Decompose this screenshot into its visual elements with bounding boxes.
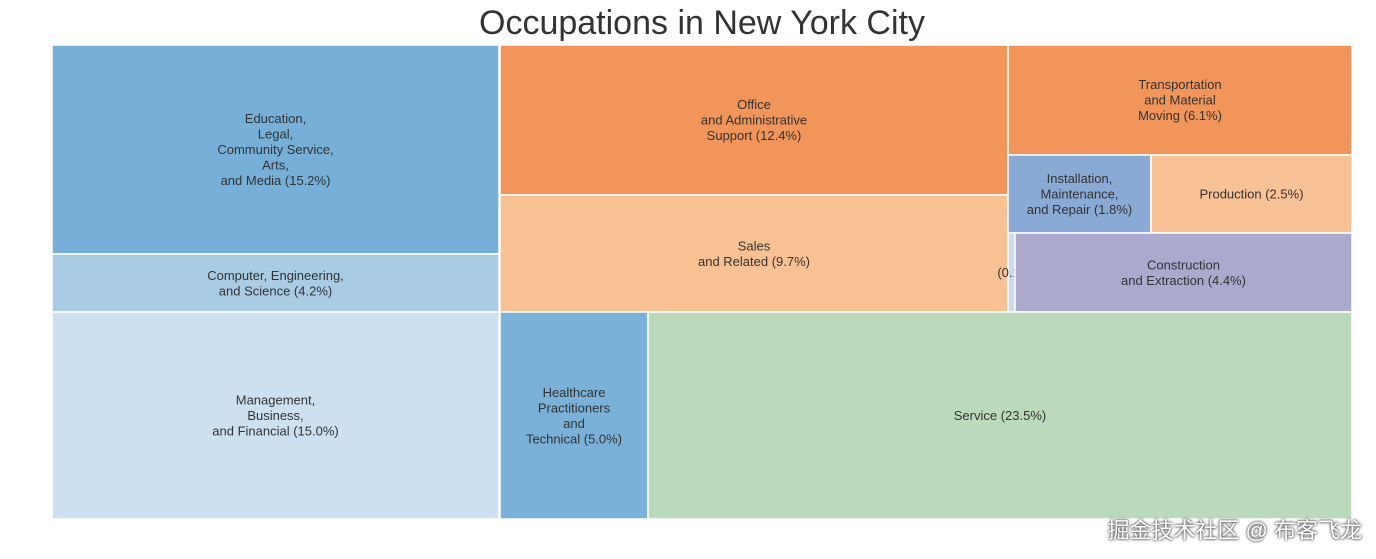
treemap-tile: Management, Business, and Financial (15.0%… (51, 311, 500, 520)
treemap-rect (647, 311, 1353, 520)
treemap-tile: Office and Administrative Support (12.4%) (499, 44, 1009, 196)
treemap-tile: Service (23.5%) (647, 311, 1353, 520)
treemap-label: Management, Business, and Financial (15.0%… (212, 393, 338, 439)
treemap-label: Installation, Maintenance, and Repair (1.8… (1027, 171, 1133, 217)
treemap-label: Transportation and Material Moving (6.1%) (1138, 77, 1222, 123)
chart-title: Occupations in New York City (479, 4, 925, 42)
treemap-label: Education, Legal, Community Service, Arts, a… (217, 111, 333, 188)
treemap-tile: Installation, Maintenance, and Repair (1.8… (1007, 154, 1152, 234)
treemap-tile: Sales and Related (9.7%) (499, 194, 1009, 313)
treemap-rect (51, 44, 500, 255)
treemap-label: Service (23.5%) (954, 408, 1046, 423)
watermark: 掘金技术社区 @ 布客飞龙 (1107, 518, 1362, 543)
treemap-rect (1014, 232, 1353, 313)
treemap-rect (499, 311, 649, 520)
treemap-tile: Transportation and Material Moving (6.1%) (1007, 44, 1353, 156)
treemap-tile: Healthcare Practitioners and Technical (5.0… (499, 311, 649, 520)
treemap-rect (499, 44, 1009, 196)
treemap-tile: Production (2.5%) (1150, 154, 1353, 234)
treemap-rect (1007, 154, 1152, 234)
treemap-tile: Construction and Extraction (4.4%) (1014, 232, 1353, 313)
treemap-label: Healthcare Practitioners and Technical (5.0… (526, 385, 622, 447)
treemap-rect (51, 311, 500, 520)
treemap-label: Production (2.5%) (1199, 187, 1303, 202)
treemap-label: Sales and Related (9.7%) (698, 238, 810, 269)
treemap-label: Office and Administrative Support (12.4%) (701, 97, 807, 143)
treemap-rect (51, 253, 500, 313)
treemap-tile: Computer, Engineering, and Science (4.2%) (51, 253, 500, 313)
treemap-label: Computer, Engineering, and Science (4.2%) (207, 268, 344, 299)
treemap-tile: Education, Legal, Community Service, Arts, a… (51, 44, 500, 255)
treemap-label: Construction and Extraction (4.4%) (1121, 257, 1246, 288)
treemap-rect (499, 194, 1009, 313)
